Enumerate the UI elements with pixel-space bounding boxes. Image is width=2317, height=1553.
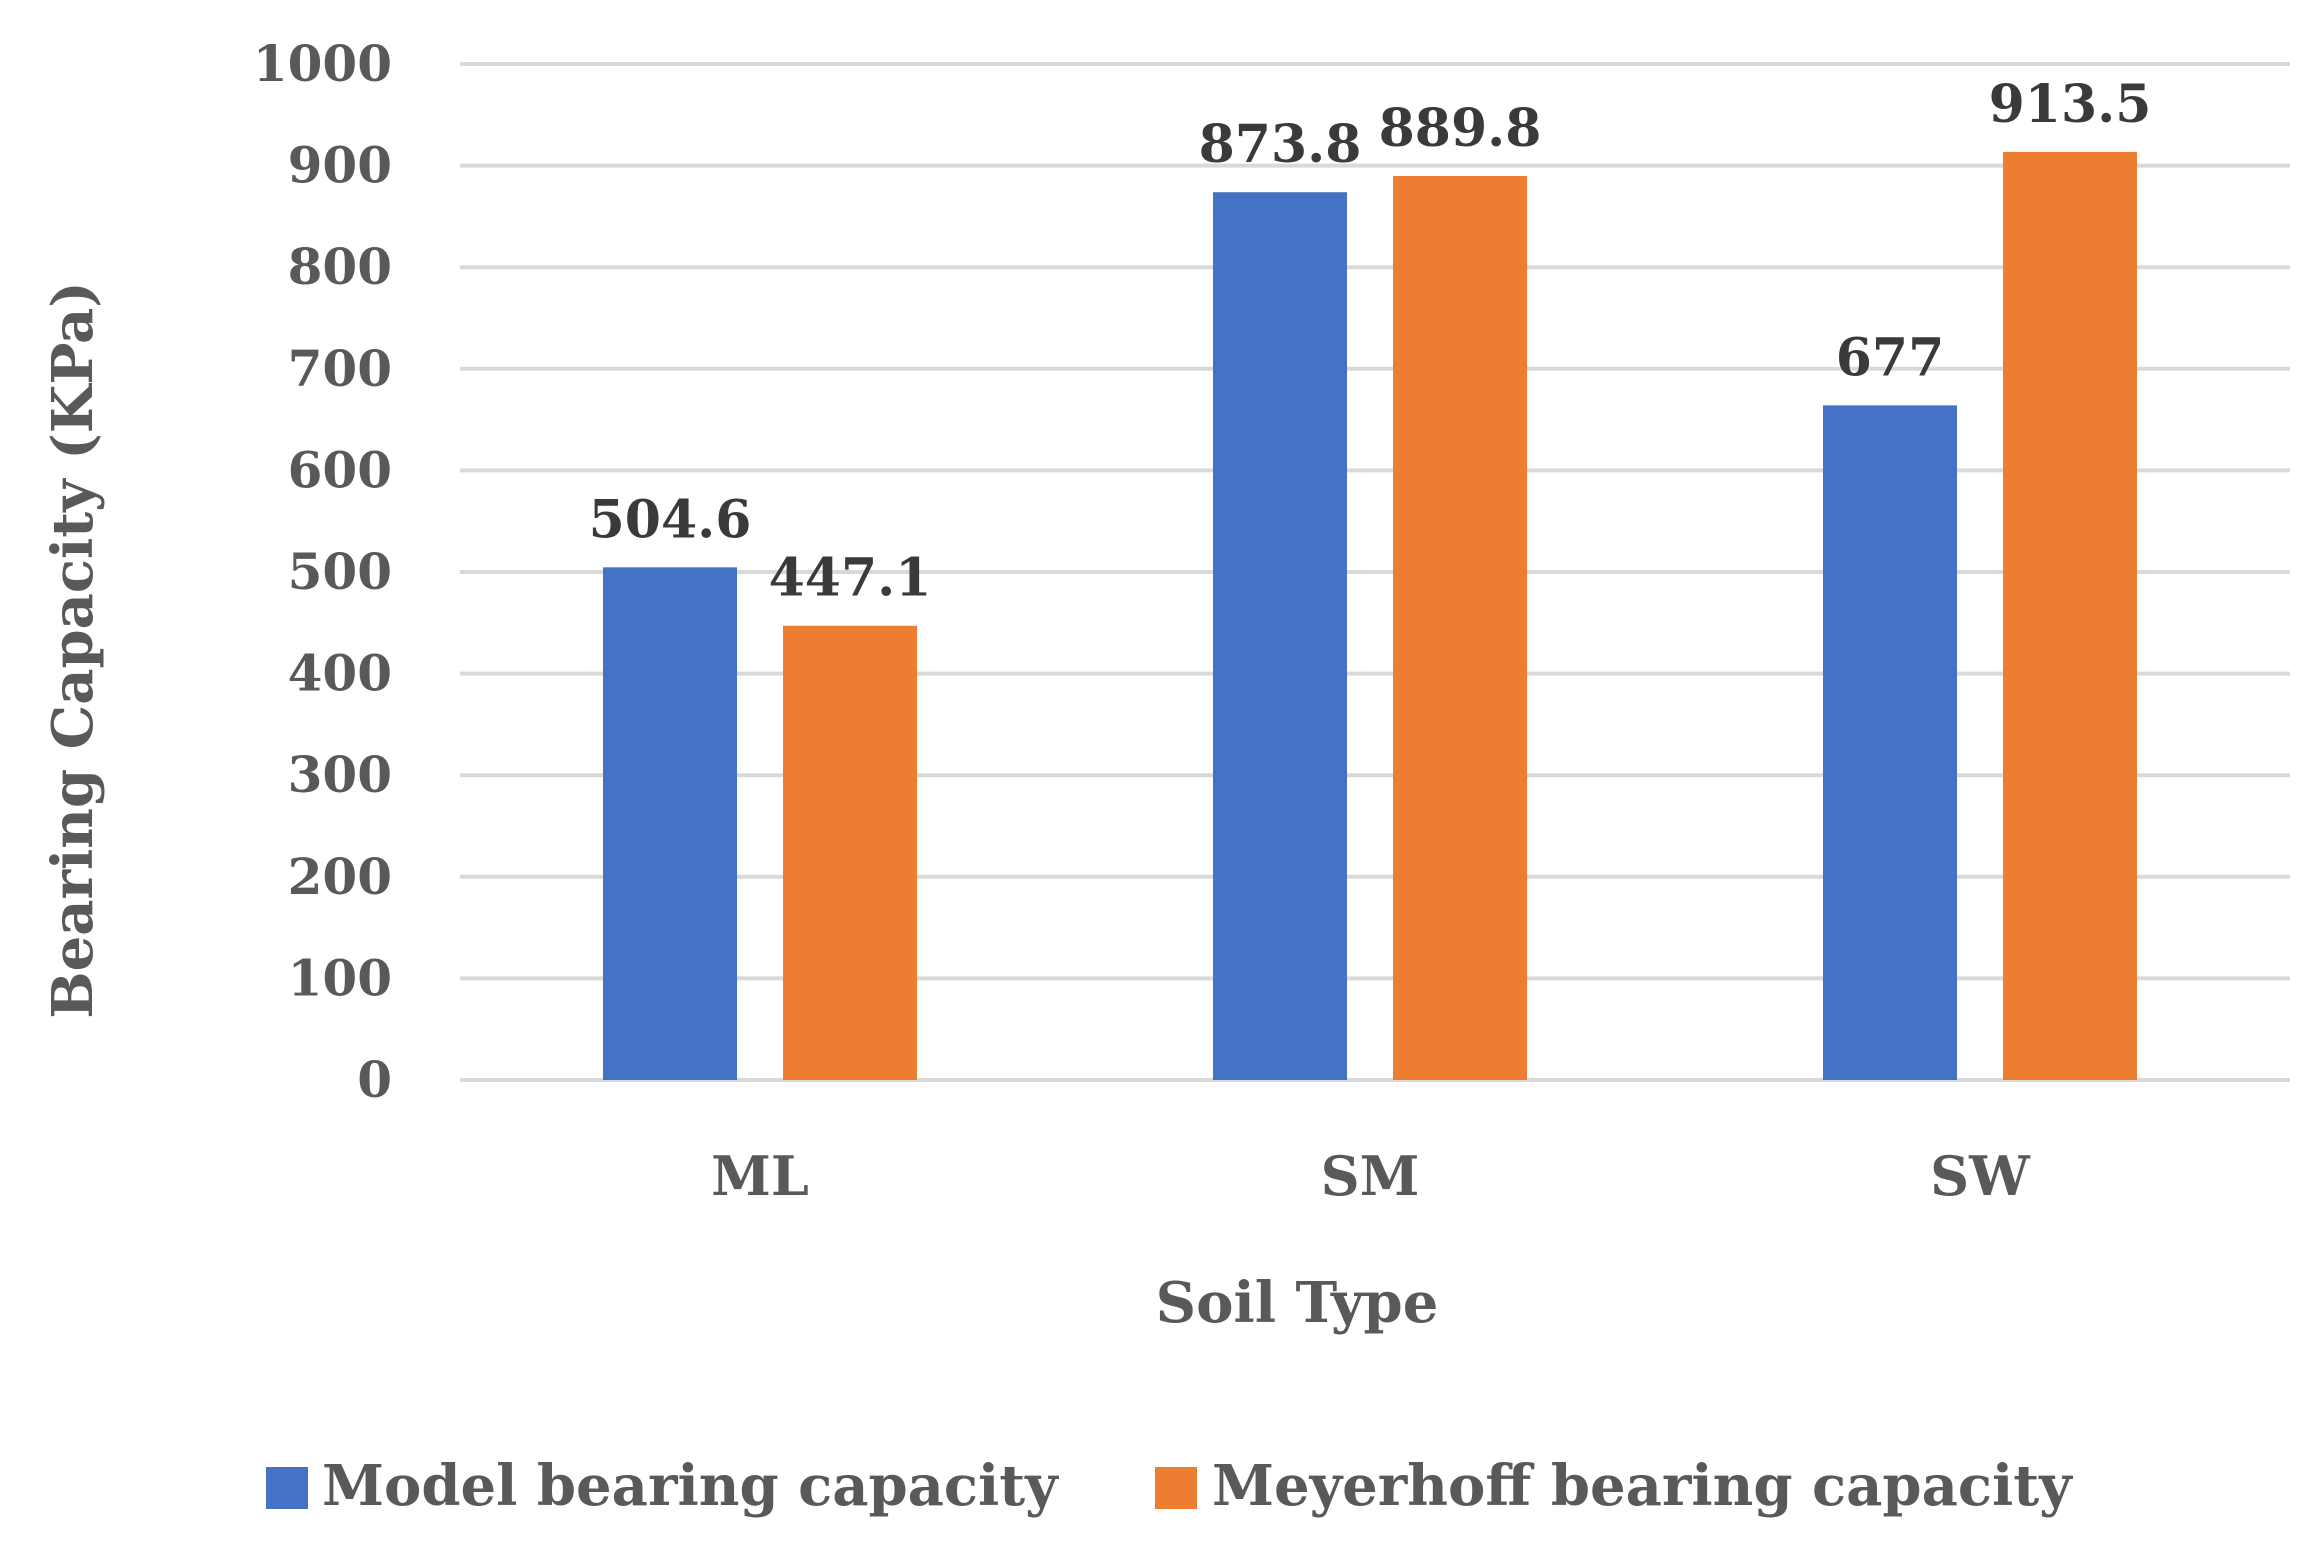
y-tick-label-800: 800 [288,237,392,296]
legend-label-meyerhoff: Meyerhoff bearing capacity [1212,1453,2073,1519]
bar-meyerhoff-sm [1393,175,1527,1080]
y-tick-label-600: 600 [288,440,392,499]
x-tick-label-ml: ML [711,1144,809,1208]
y-tick-label-0: 0 [357,1050,392,1109]
y-axis-title: Bearing Capacity (KPa) [40,281,106,1019]
data-label-model-sw: 677 [1836,327,1945,388]
data-label-model-sm: 873.8 [1199,114,1362,175]
data-label-meyerhoff-ml: 447.1 [769,548,932,609]
y-tick-label-700: 700 [288,339,392,398]
bar-model-sm [1213,192,1347,1081]
data-labels: 504.6 873.8 677 447.1 889.8 913.5 [589,74,2152,609]
bar-meyerhoff-sw [2003,151,2137,1080]
x-axis-ticks: ML SM SW [711,1144,2031,1208]
y-tick-label-1000: 1000 [253,34,392,93]
gridlines [460,62,2290,1082]
data-label-meyerhoff-sw: 913.5 [1989,74,2152,135]
legend: Model bearing capacity Meyerhoff bearing… [266,1453,2073,1519]
y-tick-label-300: 300 [288,745,392,804]
bar-model-sw [1823,405,1957,1081]
y-tick-label-400: 400 [288,644,392,703]
legend-swatch-model [266,1467,308,1509]
y-tick-label-100: 100 [288,948,392,1007]
bar-meyerhoff-ml [783,625,917,1080]
bar-model-ml [603,567,737,1080]
data-label-model-ml: 504.6 [589,489,752,550]
x-axis-title: Soil Type [1156,1270,1439,1336]
y-tick-label-200: 200 [288,847,392,906]
x-tick-label-sw: SW [1930,1144,2031,1208]
y-axis-ticks: 0 100 200 300 400 500 600 700 800 900 1000 [253,34,392,1109]
y-tick-label-500: 500 [288,542,392,601]
legend-label-model: Model bearing capacity [322,1453,1059,1519]
legend-swatch-meyerhoff [1155,1467,1197,1509]
y-tick-label-900: 900 [288,136,392,195]
x-tick-label-sm: SM [1321,1144,1420,1208]
bars [603,151,2137,1081]
data-label-meyerhoff-sm: 889.8 [1379,98,1542,159]
